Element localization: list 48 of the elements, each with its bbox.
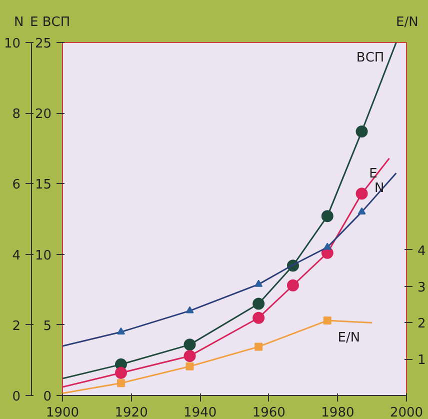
- y3-tick-label: 1: [418, 353, 426, 368]
- y2-axis-title: N: [14, 14, 24, 32]
- point: [252, 298, 265, 310]
- y2-tick-label: 8: [12, 107, 21, 122]
- y-tick-label: 15: [34, 178, 52, 193]
- y-tick-label: 0: [43, 390, 52, 404]
- y3-tick-label: 4: [418, 244, 426, 259]
- line-series: [62, 42, 397, 380]
- point: [286, 279, 299, 292]
- y-tick-label: 10: [34, 248, 52, 264]
- y3-axis-title: E/N: [396, 14, 418, 32]
- y-tick-label: 5: [43, 318, 52, 334]
- point: [323, 316, 332, 325]
- y-tick-label: 20: [34, 107, 52, 122]
- point: [358, 207, 366, 214]
- x-tick-label: 2000: [390, 406, 424, 419]
- point: [323, 242, 332, 250]
- y-axis-title: E ВСП: [30, 14, 70, 32]
- point: [254, 342, 263, 351]
- point: [252, 312, 265, 324]
- line-series: [62, 158, 390, 388]
- y2-tick-label: 10: [4, 36, 21, 52]
- x-tick-label: 1960: [252, 406, 286, 419]
- point: [184, 338, 196, 351]
- y-tick-label: 25: [34, 36, 52, 52]
- series-label: E: [369, 166, 378, 182]
- point: [356, 188, 368, 200]
- point: [114, 366, 127, 379]
- x-tick-label: 1900: [46, 406, 80, 419]
- x-tick-label: 1920: [114, 406, 148, 419]
- point: [254, 280, 263, 287]
- point: [186, 362, 194, 370]
- x-tick-label: 1980: [321, 406, 354, 419]
- y3-tick-label: 2: [418, 316, 426, 332]
- point: [116, 379, 125, 388]
- x-tick-label: 1940: [184, 406, 217, 419]
- y2-tick-label: 2: [12, 318, 21, 334]
- y2-tick-label: 4: [12, 248, 21, 264]
- point: [186, 306, 194, 314]
- y2-tick-label: 0: [12, 390, 21, 404]
- point: [116, 327, 125, 334]
- point: [184, 350, 196, 362]
- y2-tick-label: 6: [12, 178, 21, 193]
- series-label: ВСП: [356, 50, 384, 66]
- point: [321, 210, 334, 222]
- series-label: E/N: [338, 330, 360, 346]
- y3-tick-label: 3: [418, 280, 426, 296]
- point: [356, 125, 368, 138]
